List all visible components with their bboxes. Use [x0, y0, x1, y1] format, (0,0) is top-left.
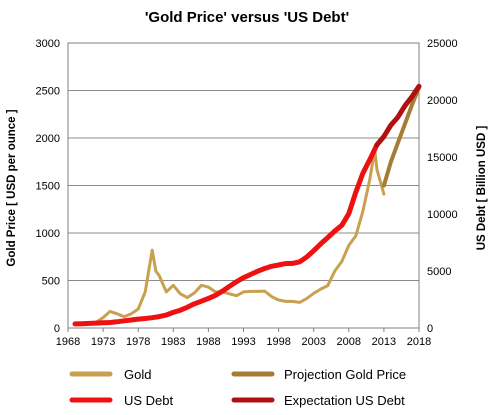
- left-tick-label: 0: [54, 323, 60, 335]
- legend-item-us-debt: US Debt: [69, 393, 174, 408]
- right-tick-label: 25000: [427, 38, 458, 50]
- legend-item-expectation-us-debt: Expectation US Debt: [231, 393, 405, 408]
- legend-label-expectation-us-debt: Expectation US Debt: [284, 393, 405, 408]
- right-tick-label: 10000: [427, 209, 458, 221]
- left-tick-label: 1500: [36, 181, 60, 193]
- series-line-us-debt: [72, 142, 380, 327]
- left-tick-label: 2500: [36, 86, 60, 98]
- x-tick-label: 1983: [161, 336, 185, 348]
- y-axis-label-left: Gold Price [ USD per ounce ]: [6, 109, 18, 266]
- legend-item-projection-gold: Projection Gold Price: [231, 367, 406, 382]
- x-tick-label: 2013: [372, 336, 396, 348]
- grid: [68, 90, 419, 281]
- x-tick-label: 1968: [56, 336, 80, 348]
- legend-label-us-debt: US Debt: [124, 393, 174, 408]
- x-tick-label: 2008: [337, 336, 361, 348]
- x-tick-label: 1993: [231, 336, 255, 348]
- series-line-expectation-us-debt: [374, 83, 422, 148]
- series-lines: [72, 83, 422, 327]
- right-tick-label: 0: [427, 323, 433, 335]
- left-axis-ticks: 0 500 1000 1500 2000 2500 3000: [36, 38, 60, 335]
- x-axis-ticks: 1968 1973 1978 1983 1988 1993 1998 2003 2008 2013…: [56, 328, 431, 348]
- x-tick-label: 1998: [266, 336, 290, 348]
- right-tick-label: 15000: [427, 152, 458, 164]
- x-tick-label: 1978: [126, 336, 150, 348]
- x-tick-label: 2003: [301, 336, 325, 348]
- x-tick-label: 1973: [91, 336, 115, 348]
- left-tick-label: 1000: [36, 228, 60, 240]
- chart-title: 'Gold Price' versus 'US Debt': [145, 9, 349, 26]
- series-line-projection-gold-price: [381, 85, 421, 188]
- legend-label-projection-gold: Projection Gold Price: [284, 367, 406, 382]
- right-tick-label: 5000: [427, 266, 451, 278]
- x-tick-label: 1988: [196, 336, 220, 348]
- legend-item-gold: Gold: [69, 367, 151, 382]
- right-tick-label: 20000: [427, 95, 458, 107]
- left-tick-label: 2000: [36, 133, 60, 145]
- left-tick-label: 500: [42, 276, 60, 288]
- legend-label-gold: Gold: [124, 367, 151, 382]
- x-tick-label: 2018: [407, 336, 431, 348]
- y-axis-label-right: US Debt [ Billion USD ]: [476, 126, 488, 251]
- right-axis-ticks: 0 5000 10000 15000 20000 25000: [427, 38, 458, 335]
- left-tick-label: 3000: [36, 38, 60, 50]
- legend: Gold Projection Gold Price US Debt Expec…: [69, 367, 406, 408]
- series-line-gold: [73, 147, 386, 327]
